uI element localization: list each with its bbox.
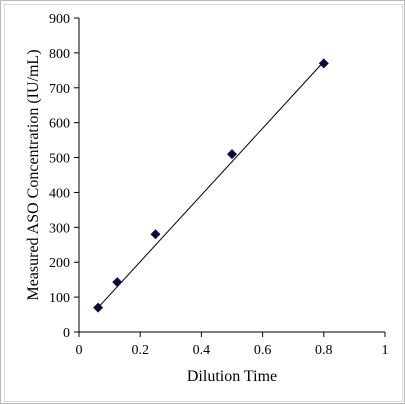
x-axis-ticks: 0 0.2 0.4 0.6 0.8 1 (76, 332, 389, 358)
x-tick-label: 1 (382, 343, 389, 358)
y-tick-label: 800 (49, 47, 70, 62)
x-axis-title: Dilution Time (187, 368, 277, 385)
data-point-diamond (112, 277, 123, 288)
x-tick-label: 0.2 (131, 343, 149, 358)
y-axis-title: Measured ASO Concentration (IU/mL) (25, 49, 42, 300)
data-point-diamond (93, 302, 104, 313)
y-tick-label: 900 (49, 12, 70, 27)
y-tick-label: 600 (49, 117, 70, 132)
x-tick-label: 0.4 (193, 343, 211, 358)
y-tick-label: 200 (49, 256, 70, 271)
data-points (93, 58, 329, 313)
data-point-diamond (318, 58, 329, 69)
y-tick-label: 100 (49, 291, 70, 306)
trendline (97, 61, 325, 308)
y-axis-ticks: 0 100 200 300 400 500 600 700 800 900 (49, 12, 79, 341)
y-tick-label: 700 (49, 82, 70, 97)
x-tick-label: 0 (76, 343, 83, 358)
figure-inner-frame (4, 4, 403, 402)
y-tick-label: 400 (49, 186, 70, 201)
data-point-diamond (150, 229, 161, 240)
x-tick-label: 0.8 (315, 343, 333, 358)
y-tick-label: 500 (49, 152, 70, 167)
data-point-diamond (227, 149, 237, 160)
x-tick-label: 0.6 (254, 343, 272, 358)
y-tick-label: 0 (63, 326, 70, 341)
y-tick-label: 300 (49, 221, 70, 236)
